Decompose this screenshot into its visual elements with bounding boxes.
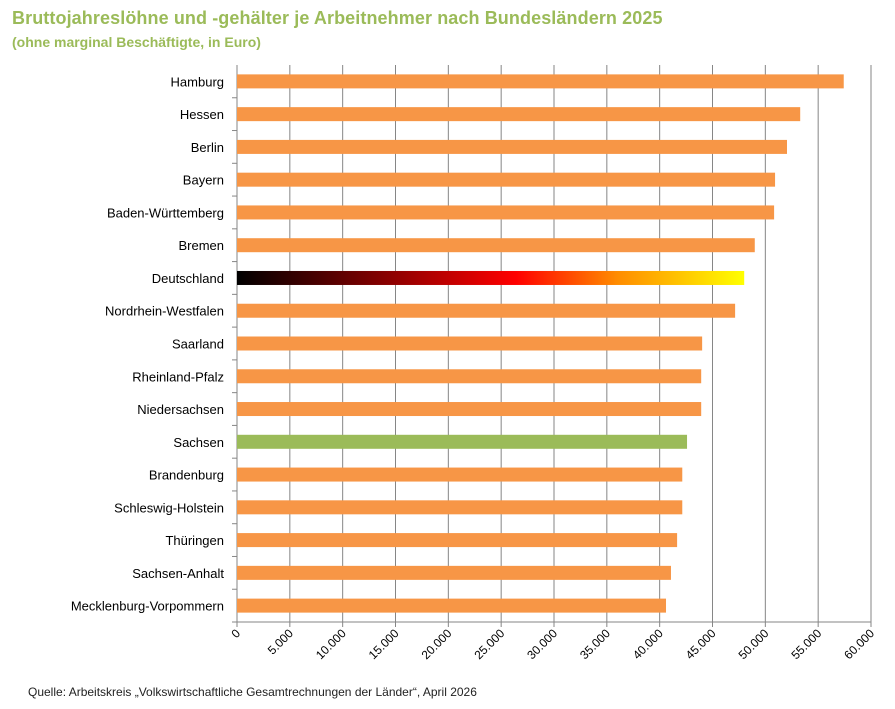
x-tick-label: 30.000 xyxy=(524,626,560,662)
source-note: Quelle: Arbeitskreis „Volkswirtschaftlic… xyxy=(28,685,477,699)
category-label: Hessen xyxy=(180,107,224,122)
category-label: Rheinland-Pfalz xyxy=(132,369,224,384)
category-label: Nordrhein-Westfalen xyxy=(105,304,224,319)
bar-hessen xyxy=(237,107,801,122)
category-label: Baden-Württemberg xyxy=(107,205,224,220)
x-tick-label: 20.000 xyxy=(419,626,455,662)
category-label: Mecklenburg-Vorpommern xyxy=(71,599,224,614)
category-label: Brandenburg xyxy=(149,468,224,483)
bar-berlin xyxy=(237,139,787,154)
x-tick-label: 25.000 xyxy=(471,626,507,662)
bar-niedersachsen xyxy=(237,402,702,417)
category-label: Saarland xyxy=(172,337,224,352)
x-tick-label: 35.000 xyxy=(577,626,613,662)
chart-subtitle: (ohne marginal Beschäftigte, in Euro) xyxy=(12,34,261,50)
bar-hamburg xyxy=(237,74,844,89)
x-tick-label: 60.000 xyxy=(841,626,877,662)
x-tick-label: 15.000 xyxy=(366,626,402,662)
x-tick-label: 10.000 xyxy=(313,626,349,662)
x-tick-label: 50.000 xyxy=(736,626,772,662)
bar-thüringen xyxy=(237,533,678,548)
category-label: Sachsen xyxy=(173,435,224,450)
bar-bremen xyxy=(237,238,755,253)
bar-baden-württemberg xyxy=(237,205,775,220)
bar-rheinland-pfalz xyxy=(237,369,702,384)
x-tick-label: 0 xyxy=(228,626,243,641)
bar-bayern xyxy=(237,172,776,187)
category-label: Hamburg xyxy=(171,74,224,89)
bar-brandenburg xyxy=(237,467,683,482)
x-tick-label: 40.000 xyxy=(630,626,666,662)
x-tick-label: 45.000 xyxy=(683,626,719,662)
category-label: Sachsen-Anhalt xyxy=(132,566,224,581)
category-label: Bremen xyxy=(178,238,224,253)
category-label: Bayern xyxy=(183,173,224,188)
bar-saarland xyxy=(237,336,703,351)
category-label: Berlin xyxy=(191,140,224,155)
category-label: Schleswig-Holstein xyxy=(114,500,224,515)
bar-mecklenburg-vorpommern xyxy=(237,598,667,613)
category-label: Thüringen xyxy=(165,533,224,548)
bar-deutschland xyxy=(237,270,745,285)
x-tick-label: 55.000 xyxy=(788,626,824,662)
chart-title: Bruttojahreslöhne und -gehälter je Arbei… xyxy=(12,8,663,28)
bar-nordrhein-westfalen xyxy=(237,303,736,318)
bar-schleswig-holstein xyxy=(237,500,683,515)
category-label: Niedersachsen xyxy=(137,402,224,417)
x-tick-label: 5.000 xyxy=(265,626,296,657)
category-label: Deutschland xyxy=(152,271,224,286)
bar-sachsen xyxy=(237,434,688,449)
bar-sachsen-anhalt xyxy=(237,565,671,580)
